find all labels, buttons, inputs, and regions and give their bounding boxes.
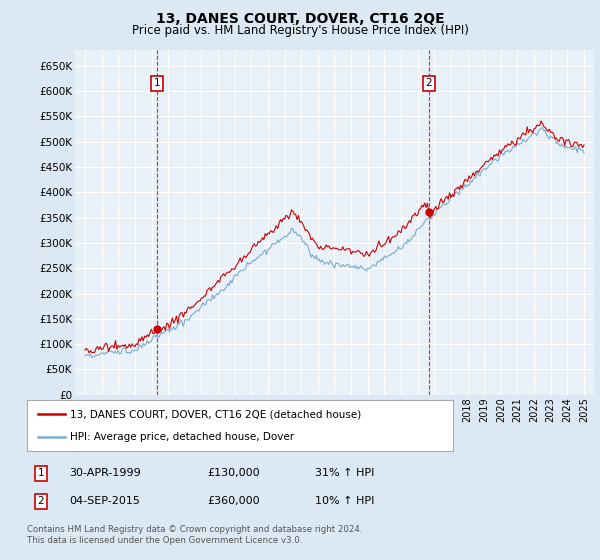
Text: £360,000: £360,000 [208, 496, 260, 506]
Text: 10% ↑ HPI: 10% ↑ HPI [316, 496, 374, 506]
Text: £130,000: £130,000 [208, 468, 260, 478]
Text: 04-SEP-2015: 04-SEP-2015 [70, 496, 140, 506]
Text: HPI: Average price, detached house, Dover: HPI: Average price, detached house, Dove… [70, 432, 294, 442]
Text: 2: 2 [425, 78, 432, 88]
Text: 30-APR-1999: 30-APR-1999 [69, 468, 141, 478]
Text: 1: 1 [37, 468, 44, 478]
Text: 2: 2 [37, 496, 44, 506]
Text: 1: 1 [154, 78, 160, 88]
Text: Price paid vs. HM Land Registry's House Price Index (HPI): Price paid vs. HM Land Registry's House … [131, 24, 469, 37]
Text: 31% ↑ HPI: 31% ↑ HPI [316, 468, 374, 478]
Text: 13, DANES COURT, DOVER, CT16 2QE (detached house): 13, DANES COURT, DOVER, CT16 2QE (detach… [70, 409, 361, 419]
Text: Contains HM Land Registry data © Crown copyright and database right 2024.
This d: Contains HM Land Registry data © Crown c… [27, 525, 362, 545]
Text: 13, DANES COURT, DOVER, CT16 2QE: 13, DANES COURT, DOVER, CT16 2QE [155, 12, 445, 26]
